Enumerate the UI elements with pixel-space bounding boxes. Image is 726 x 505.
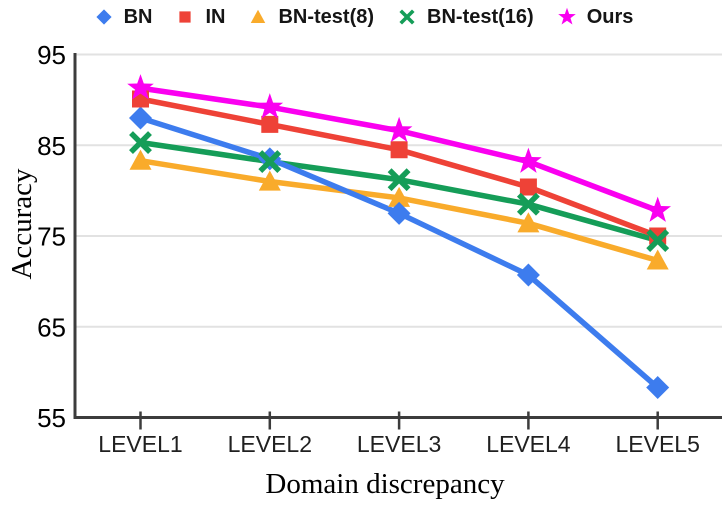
legend-item-ours[interactable]: Ours	[556, 5, 634, 29]
y-tick-label-55: 55	[37, 403, 66, 433]
marker-ours-level2	[256, 93, 284, 119]
legend-item-in[interactable]: IN	[174, 6, 225, 29]
star-marker-icon	[557, 7, 576, 25]
x-tick-label-level3: LEVEL3	[357, 431, 441, 457]
marker-bn-level4	[516, 263, 540, 287]
square-glyph	[179, 11, 192, 23]
marker-bn-test-8-level2	[258, 170, 281, 191]
marker-bn-test-8-level1	[129, 149, 152, 170]
star-glyph	[557, 7, 576, 25]
legend-item-bn-test-16[interactable]: BN-test(16)	[396, 6, 534, 29]
marker-bn-level1	[129, 106, 152, 130]
marker-bn-level3	[387, 201, 411, 225]
triangle-glyph	[251, 9, 266, 23]
gridlines	[75, 53, 722, 328]
legend-item-bn-test-8[interactable]: BN-test(8)	[247, 6, 374, 29]
diamond-glyph	[95, 9, 112, 25]
triangle-marker-icon	[251, 9, 266, 23]
marker-bn-test-16-level5	[646, 229, 670, 252]
y-axis-title: Accuracy	[6, 168, 38, 280]
y-tick-label-85: 85	[37, 131, 66, 161]
marker-bn-level5	[646, 376, 670, 400]
diamond-marker-icon	[95, 9, 112, 25]
marker-bn-test-16-level3	[387, 168, 411, 192]
x-tick-label-level1: LEVEL1	[98, 431, 182, 457]
marker-ours-level5	[644, 196, 672, 222]
x-tick-label-level4: LEVEL4	[486, 431, 571, 457]
marker-in-level3	[390, 141, 408, 159]
legend-item-bn[interactable]: BN	[93, 5, 153, 29]
x-glyph	[399, 9, 415, 25]
marker-in-level5	[649, 227, 667, 245]
legend-label-bn: BN	[123, 5, 153, 28]
x-tick-label-level2: LEVEL2	[228, 431, 312, 457]
marker-bn-test-16-level2	[258, 150, 282, 174]
legend-label-bn-test-16: BN-test(16)	[427, 5, 534, 28]
legend-label-in: IN	[205, 5, 226, 28]
marker-bn-test-8-level4	[517, 212, 540, 233]
x-tick-label-level5: LEVEL5	[615, 431, 699, 457]
marker-in-level4	[519, 178, 537, 196]
legend-label-ours: Ours	[586, 5, 634, 28]
marker-bn-test-8-level3	[388, 186, 411, 207]
legend-label-bn-test-8: BN-test(8)	[278, 5, 375, 28]
marker-in-level2	[261, 115, 279, 133]
y-tick-label-95: 95	[37, 40, 66, 70]
marker-ours-level3	[385, 116, 413, 143]
marker-ours-level1	[127, 74, 154, 100]
series-line-bn	[137, 115, 661, 391]
marker-bn-test-8-level5	[646, 249, 669, 270]
marker-bn-test-16-level4	[516, 192, 540, 216]
marker-bn-test-16-level1	[129, 131, 152, 154]
y-tick-label-75: 75	[37, 222, 66, 252]
chart-legend: BN IN BN-test(8) BN-test(16) Ours	[0, 0, 726, 34]
x-axis-title: Domain discrepancy	[265, 468, 505, 500]
square-marker-icon	[179, 11, 192, 23]
marker-ours-level4	[515, 147, 542, 173]
x-marker-icon	[399, 9, 415, 25]
y-tick-label-65: 65	[37, 312, 66, 342]
